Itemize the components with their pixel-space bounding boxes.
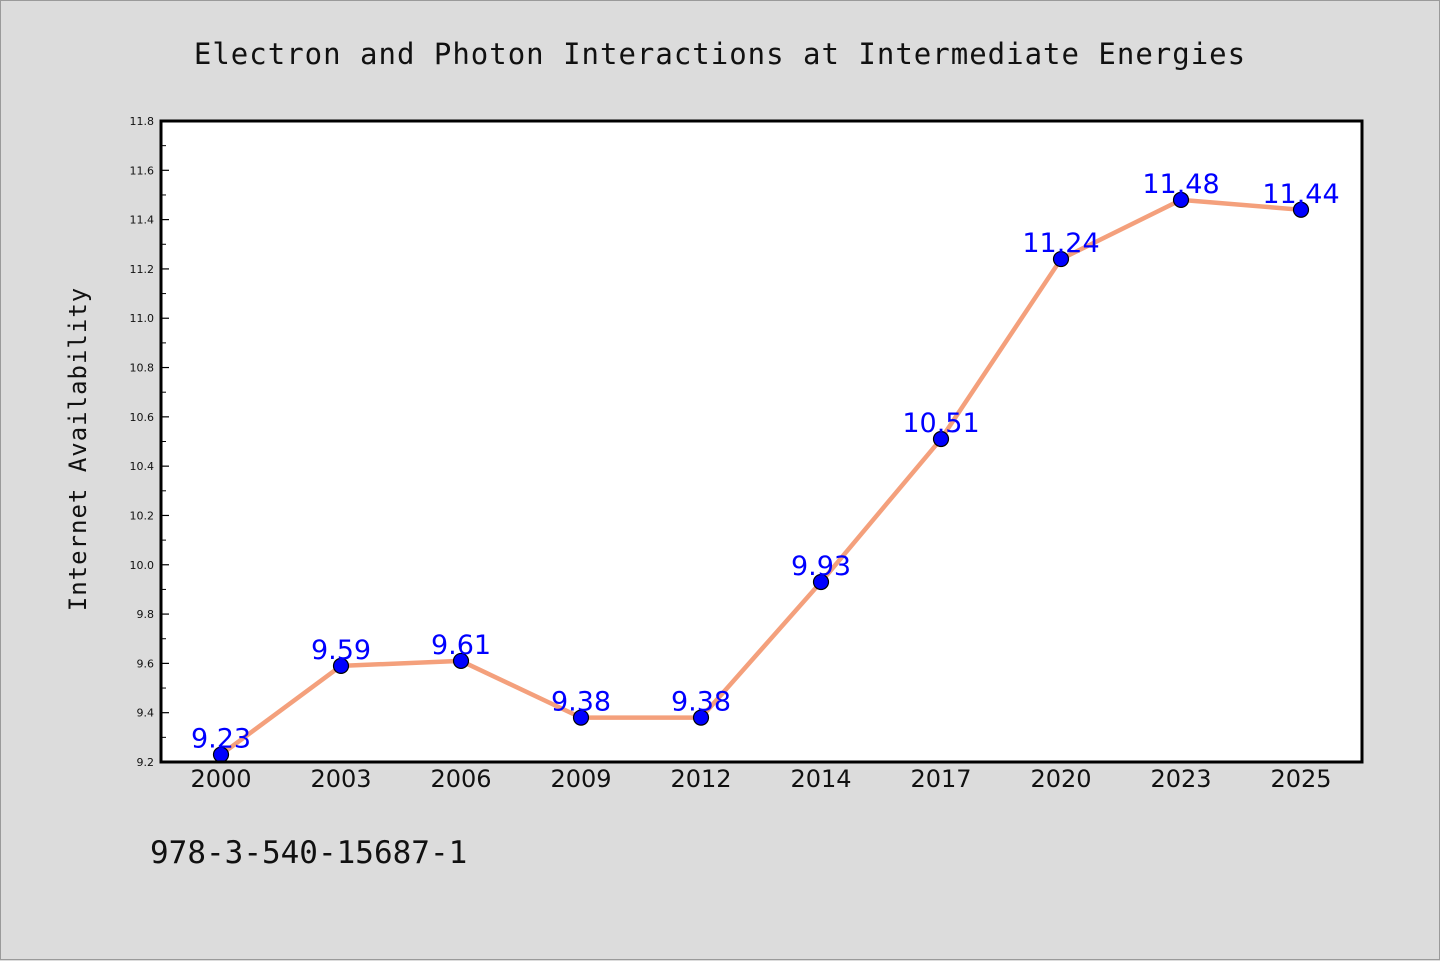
data-point: [1052, 250, 1070, 268]
y-axis-label: Internet Availability: [64, 287, 92, 611]
data-label: 9.38: [671, 687, 731, 718]
data-point: [1292, 201, 1310, 218]
data-label: 9.59: [311, 635, 371, 666]
y-tick-label: 9.4: [137, 707, 155, 720]
y-tick-labels: 9.2 9.4 9.6 9.8 10.0 10.2 10.4 10.6 10.8 11.0 11.2…: [130, 115, 155, 769]
x-tick-label: 2003: [310, 765, 371, 793]
y-tick-label: 11.6: [130, 164, 155, 177]
y-tick-label: 10.0: [130, 559, 155, 572]
data-point: [812, 573, 830, 591]
y-tick-label: 9.2: [137, 756, 155, 769]
y-tick-label: 11.2: [130, 263, 155, 276]
data-label: 9.61: [431, 630, 491, 661]
x-tick-label: 2006: [430, 765, 491, 793]
data-label: 11.24: [1022, 228, 1099, 259]
x-tick-label: 2009: [550, 765, 611, 793]
plot-border: [159, 119, 1364, 764]
data-point: [572, 709, 590, 726]
isbn-text: 978-3-540-15687-1: [150, 835, 468, 871]
x-tick-label: 2012: [670, 765, 731, 793]
data-point: [932, 430, 950, 448]
x-tick-label: 2017: [910, 765, 971, 793]
data-point: [452, 652, 470, 670]
data-label: 10.51: [902, 408, 979, 439]
data-label: 9.93: [791, 551, 851, 582]
data-label: 11.44: [1262, 179, 1339, 210]
y-tick-label: 10.2: [130, 509, 155, 522]
y-tick-label: 9.6: [137, 657, 155, 670]
y-tick-label: 10.8: [130, 362, 155, 375]
series-markers: [212, 191, 1310, 763]
y-tick-label: 9.8: [137, 608, 155, 621]
y-tick-label: 11.4: [130, 214, 155, 227]
x-tick-label: 2000: [190, 765, 251, 793]
x-tick-labels: 2000 2003 2006 2009 2012 2014 2017 2020 2023 2025: [190, 765, 1331, 793]
data-label: 9.23: [191, 724, 251, 755]
y-tick-label: 10.4: [130, 460, 155, 473]
plot-area: [161, 121, 1362, 762]
series-line: [218, 197, 1304, 757]
data-labels: 9.23 9.59 9.61 9.38 9.38 9.93 10.51 11.24 11.48 1…: [191, 169, 1340, 755]
chart-title: Electron and Photon Interactions at Inte…: [194, 37, 1246, 71]
data-point: [332, 657, 350, 674]
series-lines: [218, 197, 1304, 757]
x-tick-label: 2014: [790, 765, 851, 793]
x-tick-label: 2023: [1150, 765, 1211, 793]
data-point: [692, 709, 710, 726]
data-label: 11.48: [1142, 169, 1219, 200]
x-tick-label: 2020: [1030, 765, 1091, 793]
y-tick-label: 11.8: [130, 115, 155, 128]
data-label: 9.38: [551, 687, 611, 718]
x-tick-label: 2025: [1270, 765, 1331, 793]
data-point: [1172, 191, 1190, 208]
y-tick-label: 11.0: [130, 312, 155, 325]
y-tick-label: 10.6: [130, 411, 155, 424]
